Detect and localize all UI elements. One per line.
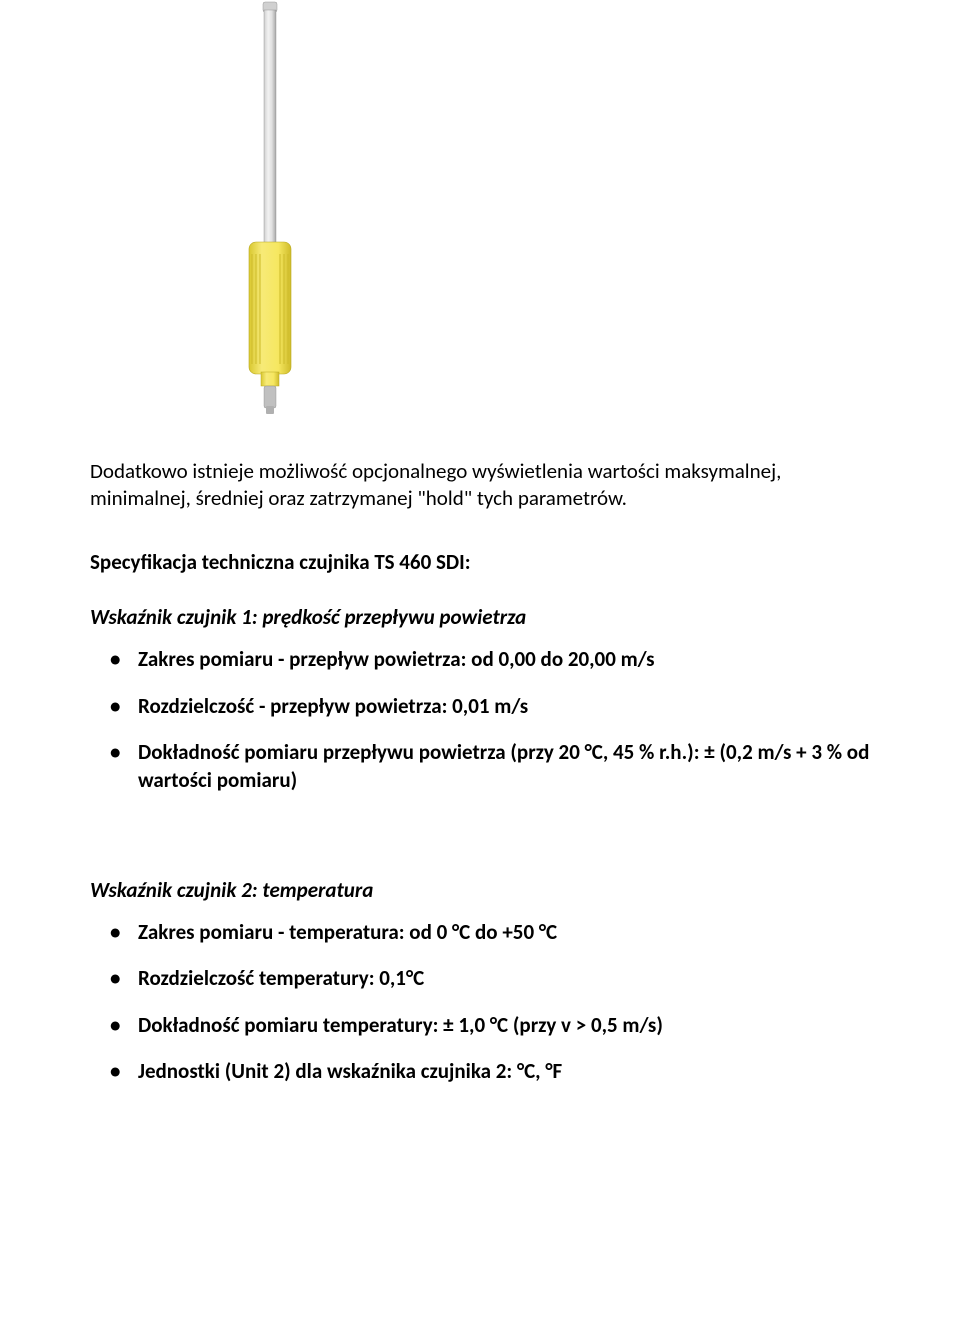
product-image-area: [90, 0, 870, 430]
sensor1-title: Wskaźnik czujnik 1: prędkość przepływu p…: [90, 604, 870, 631]
intro-paragraph: Dodatkowo istnieje możliwość opcjonalneg…: [90, 458, 870, 513]
spec-title: Specyfikacja techniczna czujnika TS 460 …: [90, 549, 870, 576]
probe-illustration: [225, 0, 315, 420]
list-item: Zakres pomiaru - temperatura: od 0 °C do…: [138, 918, 870, 946]
list-item: Dokładność pomiaru przepływu powietrza (…: [138, 738, 870, 795]
list-item: Zakres pomiaru - przepływ powietrza: od …: [138, 645, 870, 673]
list-item: Rozdzielczość - przepływ powietrza: 0,01…: [138, 692, 870, 720]
list-item: Dokładność pomiaru temperatury: ± 1,0 °C…: [138, 1011, 870, 1039]
sensor2-list: Zakres pomiaru - temperatura: od 0 °C do…: [90, 918, 870, 1085]
list-item: Jednostki (Unit 2) dla wskaźnika czujnik…: [138, 1057, 870, 1085]
sensor1-list: Zakres pomiaru - przepływ powietrza: od …: [90, 645, 870, 794]
sensor2-title: Wskaźnik czujnik 2: temperatura: [90, 877, 870, 904]
list-item: Rozdzielczość temperatury: 0,1°C: [138, 964, 870, 992]
spacer: [90, 837, 870, 877]
